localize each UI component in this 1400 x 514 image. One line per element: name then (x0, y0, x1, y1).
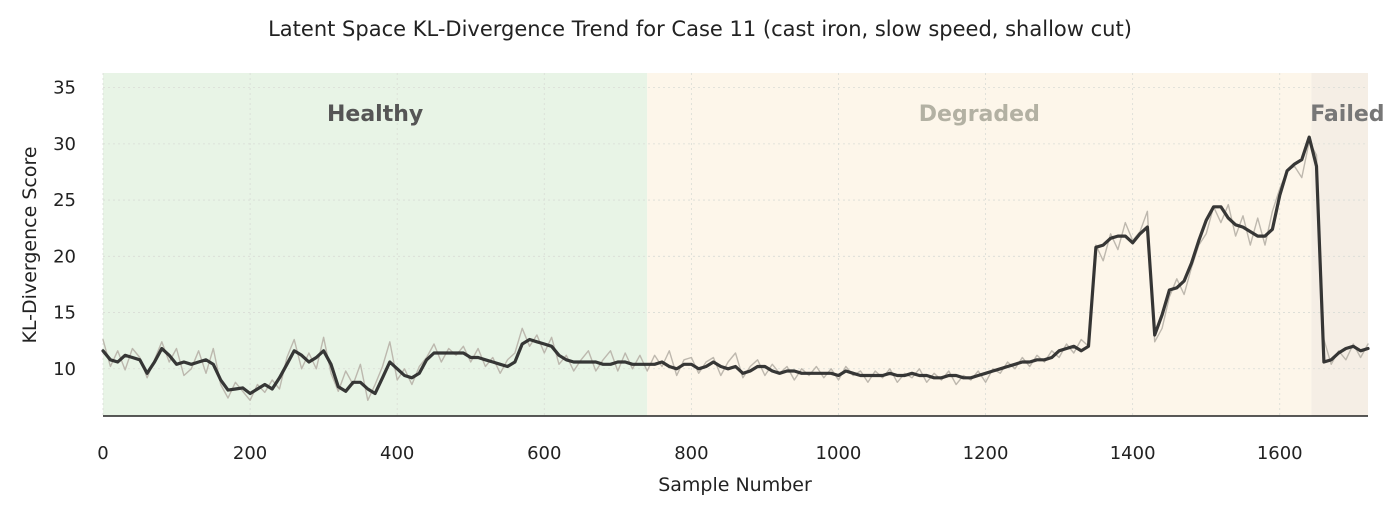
raw-series-line (102, 140, 1369, 401)
y-tick-label: 30 (53, 134, 76, 155)
region-label-failed: Failed (1310, 102, 1384, 127)
x-tick-label: 1400 (1110, 443, 1156, 464)
x-tick-label: 200 (233, 443, 267, 464)
x-tick-label: 400 (380, 443, 414, 464)
chart-title: Latent Space KL-Divergence Trend for Cas… (268, 17, 1132, 41)
x-tick-label: 1600 (1257, 443, 1303, 464)
y-axis-label: KL-Divergence Score (19, 146, 41, 343)
region-labels: Healthy Degraded Failed (327, 102, 1385, 127)
region-label-healthy: Healthy (327, 102, 423, 127)
region-band-degraded (647, 73, 1312, 416)
smoothed-series-line (101, 135, 1370, 396)
y-tick-label: 15 (53, 303, 76, 324)
region-band-healthy (103, 73, 648, 416)
grid-lines (102, 73, 1368, 416)
region-label-degraded: Degraded (919, 102, 1040, 127)
y-tick-label: 10 (53, 359, 76, 380)
smoothed-series-layer (101, 135, 1370, 396)
x-tick-label: 600 (527, 443, 561, 464)
raw-series-layer (102, 140, 1369, 401)
x-ticks: 0 200 400 600 800 1000 1200 1400 1600 (97, 443, 1302, 464)
y-tick-label: 20 (53, 246, 76, 267)
y-tick-label: 25 (53, 190, 76, 211)
y-ticks: 10 15 20 25 30 35 (53, 78, 76, 380)
region-bands (103, 73, 1368, 416)
y-tick-label: 35 (53, 78, 76, 99)
x-axis-label: Sample Number (658, 474, 812, 496)
x-tick-label: 0 (97, 443, 108, 464)
x-tick-label: 800 (674, 443, 708, 464)
x-tick-label: 1200 (963, 443, 1009, 464)
x-tick-label: 1000 (816, 443, 862, 464)
